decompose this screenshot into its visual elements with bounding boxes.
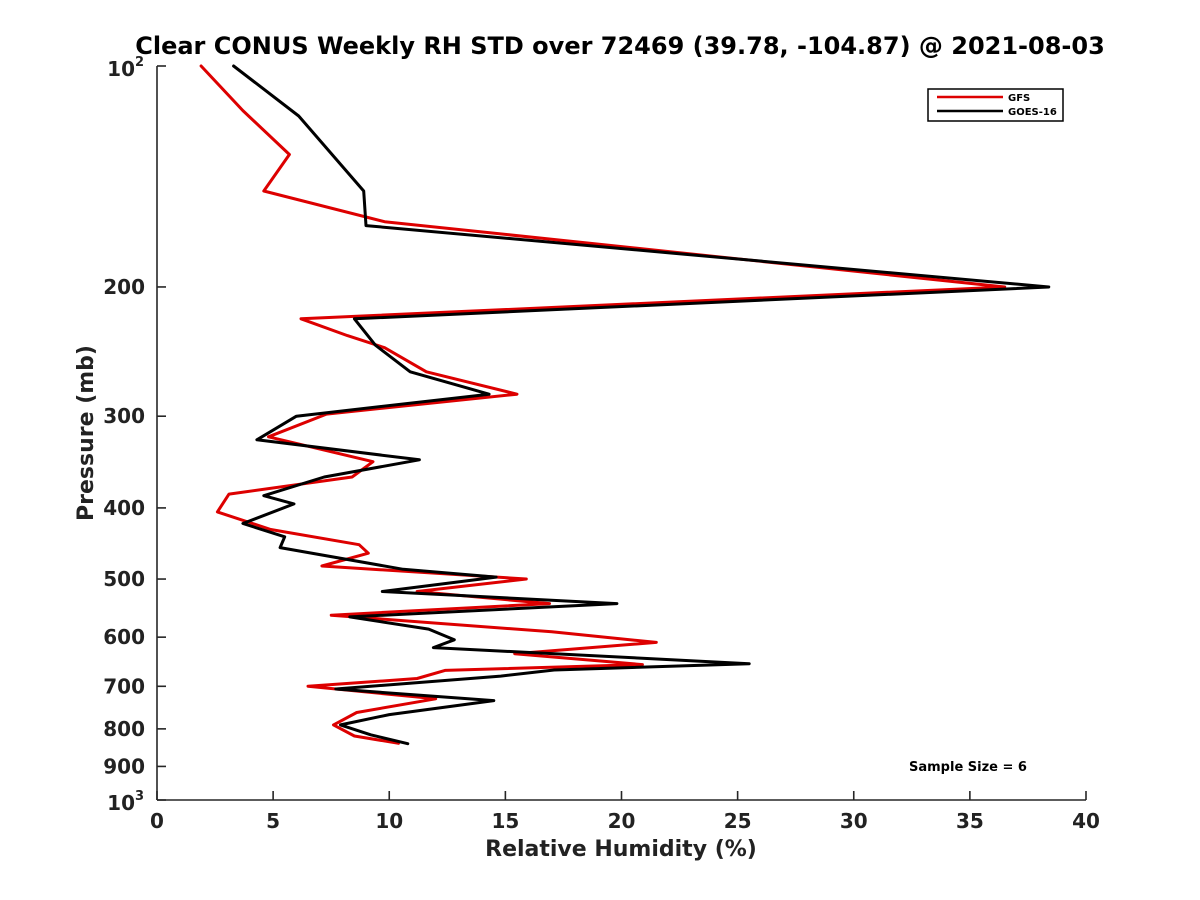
x-ticks: 0 5 10 15 20 25 30 35 40 <box>150 791 1100 833</box>
y-tick-label: 600 <box>103 625 145 649</box>
legend-label-goes16: GOES-16 <box>1008 107 1057 118</box>
x-tick-label: 40 <box>1072 809 1100 833</box>
y-tick-label: 900 <box>103 754 145 778</box>
x-tick-label: 10 <box>375 809 403 833</box>
y-tick-label: 800 <box>103 717 145 741</box>
x-tick-label: 30 <box>840 809 868 833</box>
y-tick-label-exponent: 2 <box>135 55 144 70</box>
x-tick-label: 20 <box>608 809 636 833</box>
x-tick-label: 15 <box>491 809 519 833</box>
y-tick-label-exponent: 3 <box>135 789 144 804</box>
x-axis-label: Relative Humidity (%) <box>485 837 757 862</box>
series-layer <box>199 64 1051 746</box>
legend: GFS GOES-16 <box>927 88 1064 122</box>
x-tick-label: 35 <box>956 809 984 833</box>
series-line-goes16 <box>232 64 1051 746</box>
sample-size-annotation: Sample Size = 6 <box>909 760 1027 775</box>
y-tick-label: 300 <box>103 404 145 428</box>
chart-title: Clear CONUS Weekly RH STD over 72469 (39… <box>135 32 1105 60</box>
x-tick-label: 5 <box>266 809 280 833</box>
x-tick-label: 25 <box>724 809 752 833</box>
plot-area: 0 5 10 15 20 25 30 35 40 10 220030040050060070080… <box>103 55 1100 833</box>
y-tick-label: 400 <box>103 496 145 520</box>
y-tick-label: 200 <box>103 275 145 299</box>
y-axis-label: Pressure (mb) <box>74 345 99 521</box>
legend-label-gfs: GFS <box>1008 93 1030 104</box>
series-line-gfs <box>199 64 1007 745</box>
y-tick-label-base: 10 <box>107 57 135 81</box>
y-tick-label: 500 <box>103 567 145 591</box>
legend-box <box>927 88 1064 122</box>
y-tick-label-base: 10 <box>107 791 135 815</box>
x-tick-label: 0 <box>150 809 164 833</box>
y-tick-label: 700 <box>103 674 145 698</box>
